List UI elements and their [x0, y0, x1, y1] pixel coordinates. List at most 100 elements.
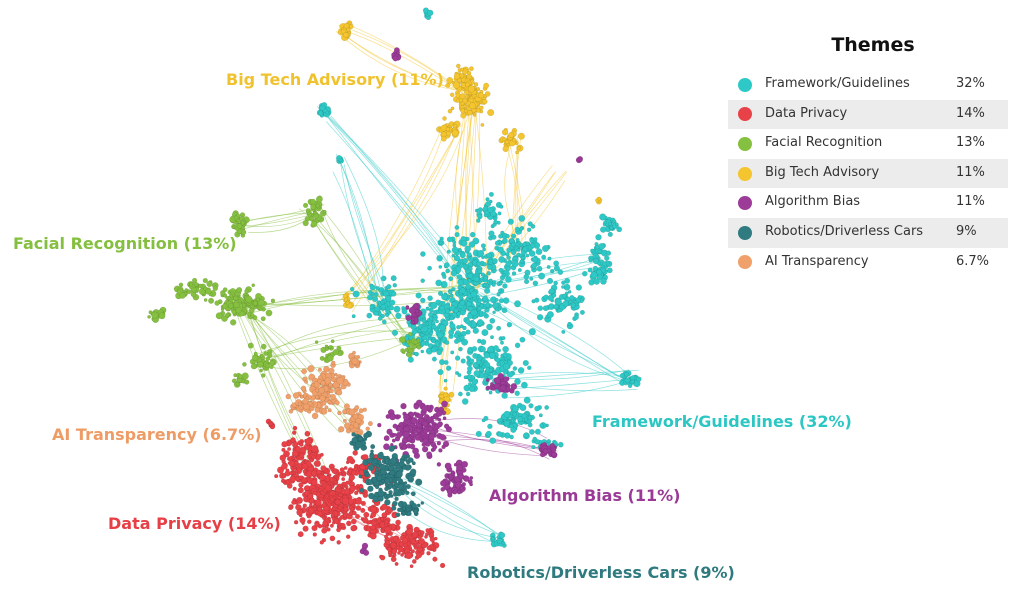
network-node	[457, 279, 464, 286]
cluster-label-algorithm-bias: Algorithm Bias (11%)	[489, 486, 681, 505]
network-node	[635, 376, 642, 382]
network-node	[302, 398, 309, 405]
network-node	[511, 271, 517, 276]
legend-item-algorithm-bias: Algorithm Bias 11%	[728, 188, 1008, 218]
network-node	[407, 457, 414, 463]
network-node	[501, 129, 509, 136]
network-node	[455, 371, 460, 375]
network-node	[336, 527, 341, 533]
network-node	[422, 420, 429, 427]
network-node	[311, 479, 318, 486]
network-node	[502, 363, 510, 370]
network-node	[374, 292, 379, 297]
network-node	[392, 55, 399, 62]
network-node	[532, 280, 539, 287]
network-node	[468, 256, 474, 262]
network-node	[440, 486, 446, 492]
network-node	[452, 489, 458, 495]
network-node	[493, 345, 499, 351]
network-node	[367, 421, 373, 427]
network-node	[502, 283, 508, 289]
network-node	[418, 420, 422, 425]
network-node	[222, 287, 228, 293]
network-node	[412, 531, 419, 538]
network-node	[406, 511, 412, 517]
network-node	[469, 231, 476, 238]
network-node	[477, 306, 482, 311]
network-node	[369, 453, 375, 460]
network-node	[475, 313, 480, 317]
network-node	[430, 301, 438, 310]
network-node	[330, 513, 335, 518]
network-node	[444, 340, 450, 345]
network-node	[443, 262, 450, 268]
network-node	[319, 474, 326, 481]
network-node	[362, 492, 369, 498]
network-node	[385, 493, 391, 499]
network-node	[487, 109, 495, 117]
network-node	[568, 300, 573, 304]
network-node	[503, 420, 510, 427]
network-node	[362, 517, 369, 524]
network-node	[596, 269, 603, 276]
network-node	[411, 461, 416, 466]
legend-item-data-privacy: Data Privacy 14%	[728, 99, 1008, 130]
legend-swatch	[738, 107, 752, 122]
network-node	[468, 385, 475, 393]
network-node	[561, 280, 566, 285]
network-node	[295, 473, 299, 478]
network-node	[454, 232, 460, 238]
network-node	[582, 270, 588, 277]
network-node	[466, 374, 473, 380]
network-node	[199, 288, 206, 295]
network-node	[380, 300, 385, 305]
network-node	[385, 414, 391, 419]
network-node	[542, 245, 549, 253]
network-node	[519, 336, 526, 343]
network-node	[454, 355, 461, 361]
network-node	[148, 310, 153, 315]
network-node	[448, 276, 454, 282]
legend-item-pct: 9%	[956, 223, 977, 239]
network-node	[461, 398, 469, 405]
network-node	[514, 378, 521, 385]
network-node	[312, 504, 317, 508]
network-node	[384, 519, 389, 524]
network-node	[359, 487, 365, 493]
legend-item-label: Big Tech Advisory	[765, 164, 880, 180]
network-node	[279, 454, 287, 462]
network-node	[292, 486, 297, 491]
network-node	[494, 240, 500, 246]
network-node	[247, 342, 254, 349]
network-node	[413, 546, 418, 550]
network-node	[514, 300, 521, 308]
network-node	[298, 475, 303, 480]
network-node	[408, 348, 414, 354]
network-node	[456, 274, 463, 280]
network-node	[484, 287, 491, 294]
network-node	[609, 226, 614, 231]
network-node	[475, 430, 482, 437]
network-node	[268, 421, 273, 426]
network-node	[367, 485, 374, 492]
network-node	[564, 291, 569, 296]
network-node	[502, 145, 509, 153]
network-node	[421, 405, 429, 413]
network-node	[381, 473, 386, 479]
network-node	[558, 441, 564, 448]
network-node	[441, 444, 446, 450]
network-node	[308, 507, 315, 514]
network-node	[594, 244, 600, 250]
network-node	[334, 499, 341, 506]
network-node	[460, 358, 466, 364]
network-node	[396, 426, 403, 432]
network-node	[459, 287, 466, 294]
network-node	[307, 519, 312, 524]
network-node	[550, 268, 555, 274]
network-node	[482, 247, 486, 252]
network-node	[436, 255, 443, 262]
network-node	[235, 382, 240, 386]
network-node	[405, 305, 410, 310]
network-node	[321, 527, 328, 534]
network-node	[449, 92, 455, 98]
